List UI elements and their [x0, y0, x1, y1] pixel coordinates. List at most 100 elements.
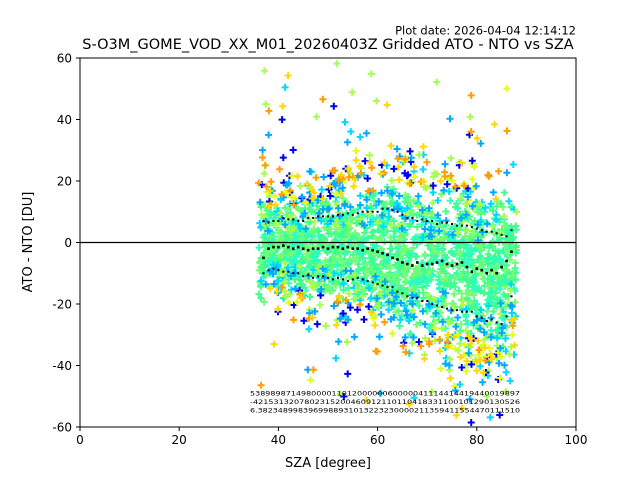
- upper-stat-marker: [431, 219, 434, 222]
- mean-stat-marker: [470, 270, 474, 274]
- mean-stat-marker: [425, 262, 429, 266]
- mean-stat-marker: [301, 247, 305, 250]
- lower-stat-marker: [361, 278, 364, 281]
- upper-stat-marker: [336, 213, 339, 216]
- mean-stat-marker: [326, 247, 330, 250]
- upper-stat-marker: [460, 224, 463, 227]
- y-tick-label: 0: [64, 236, 72, 250]
- mean-stat-marker: [490, 268, 493, 272]
- upper-stat-marker: [376, 210, 379, 213]
- lower-stat-marker: [282, 270, 285, 273]
- lower-stat-marker: [336, 276, 339, 279]
- upper-stat-marker: [455, 224, 458, 227]
- mean-stat-marker: [262, 256, 265, 260]
- lower-stat-marker: [331, 278, 334, 281]
- upper-stat-marker: [421, 218, 424, 221]
- upper-stat-marker: [416, 219, 419, 222]
- lower-stat-marker: [341, 278, 344, 281]
- mean-stat-marker: [282, 244, 285, 247]
- x-tick-label: 0: [76, 433, 84, 447]
- y-tick-label: -40: [52, 359, 72, 373]
- upper-stat-marker: [262, 219, 265, 222]
- lower-stat-marker: [465, 310, 468, 313]
- mean-stat-marker: [316, 247, 320, 250]
- upper-stat-marker: [465, 224, 468, 227]
- mean-stat-marker: [287, 245, 290, 249]
- upper-stat-marker: [327, 215, 329, 218]
- upper-stat-marker: [446, 221, 449, 224]
- y-tick-label: -60: [52, 421, 72, 435]
- mean-stat-marker: [371, 248, 374, 252]
- mean-stat-marker: [505, 259, 508, 263]
- lower-stat-marker: [426, 299, 429, 302]
- upper-stat-marker: [426, 219, 429, 222]
- upper-stat-marker: [277, 219, 280, 222]
- lower-stat-marker: [485, 319, 488, 322]
- lower-stat-marker: [460, 310, 463, 313]
- upper-stat-marker: [272, 219, 275, 222]
- mean-stat-marker: [291, 247, 295, 250]
- mean-stat-marker: [306, 248, 310, 252]
- lower-stat-marker: [297, 272, 300, 275]
- upper-stat-marker: [451, 223, 453, 226]
- lower-stat-marker: [500, 322, 503, 325]
- lower-stat-marker: [312, 276, 315, 279]
- lower-stat-marker: [406, 295, 409, 298]
- upper-stat-marker: [485, 230, 488, 233]
- upper-stat-marker: [317, 215, 320, 218]
- lower-stat-marker: [441, 306, 444, 309]
- mean-stat-marker: [296, 245, 300, 249]
- lower-stat-marker: [446, 307, 449, 310]
- lower-stat-marker: [366, 279, 369, 282]
- chart-title: S-O3M_GOME_VOD_XX_M01_20260403Z Gridded …: [82, 37, 573, 53]
- upper-stat-marker: [470, 226, 473, 229]
- upper-stat-marker: [401, 213, 404, 216]
- lower-stat-marker: [411, 296, 414, 299]
- lower-stat-marker: [287, 270, 290, 273]
- upper-stat-marker: [381, 207, 384, 210]
- upper-stat-marker: [351, 213, 354, 216]
- upper-stat-marker: [391, 209, 394, 212]
- lower-stat-marker: [480, 316, 483, 319]
- y-tick-label: -20: [52, 298, 72, 312]
- lower-stat-marker: [262, 272, 265, 275]
- mean-stat-marker: [396, 258, 399, 261]
- upper-stat-marker: [282, 216, 285, 219]
- x-tick-label: 100: [565, 433, 588, 447]
- upper-stat-marker: [361, 210, 364, 213]
- upper-stat-marker: [490, 230, 493, 233]
- mean-stat-marker: [475, 267, 479, 270]
- upper-stat-marker: [331, 215, 334, 218]
- upper-stat-marker: [480, 229, 483, 232]
- x-axis-ticks: 0 20 40 60 80 100: [76, 427, 587, 447]
- upper-stat-marker: [500, 233, 503, 236]
- mean-stat-marker: [460, 261, 464, 264]
- lower-stat-marker: [475, 315, 478, 318]
- lower-stat-marker: [302, 275, 305, 278]
- lower-stat-marker: [431, 303, 434, 305]
- mean-stat-marker: [356, 247, 360, 250]
- mean-stat-marker: [485, 271, 489, 275]
- upper-stat-marker: [371, 210, 374, 213]
- x-tick-label: 60: [370, 433, 385, 447]
- lower-stat-marker: [356, 276, 359, 279]
- lower-stat-marker: [401, 292, 404, 295]
- y-tick-label: 40: [57, 113, 72, 127]
- mean-stat-marker: [366, 247, 369, 250]
- mean-stat-marker: [351, 247, 355, 250]
- upper-stat-marker: [406, 216, 409, 219]
- scatter-marker-group: [265, 72, 519, 419]
- upper-stat-marker: [346, 212, 349, 215]
- bin-label-row: 6.38234899839699889310132232300002113594…: [250, 408, 520, 415]
- scatter-points: [255, 60, 520, 426]
- lower-stat-marker: [421, 299, 424, 302]
- mean-stat-marker: [445, 262, 449, 266]
- mean-stat-marker: [277, 245, 280, 249]
- bin-label-row: -421531320780231520046091211011041833110…: [250, 399, 520, 406]
- mean-stat-marker: [480, 268, 484, 272]
- lower-stat-marker: [317, 275, 320, 278]
- upper-stat-marker: [292, 218, 295, 221]
- mean-stat-marker: [420, 264, 424, 267]
- upper-stat-marker: [267, 221, 270, 224]
